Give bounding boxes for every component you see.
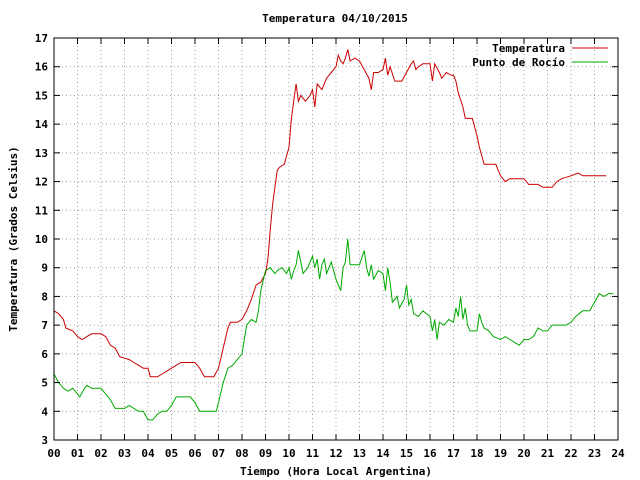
y-tick-label: 8 [41,290,48,303]
x-tick-label: 10 [282,447,295,460]
y-tick-label: 4 [41,405,48,418]
x-tick-label: 15 [400,447,413,460]
x-tick-label: 16 [423,447,437,460]
x-tick-label: 00 [47,447,60,460]
y-tick-label: 6 [41,348,48,361]
y-tick-label: 7 [41,319,48,332]
y-tick-label: 13 [35,147,48,160]
legend: Temperatura Punto de Rocío [472,42,608,69]
x-tick-label: 22 [564,447,577,460]
grid-lines [54,38,618,440]
x-tick-label: 19 [494,447,507,460]
y-tick-label: 11 [35,204,49,217]
y-tick-label: 15 [35,89,48,102]
x-tick-label: 11 [306,447,320,460]
legend-label-temperatura: Temperatura [492,42,565,55]
x-tick-label: 14 [376,447,390,460]
x-tick-label: 23 [588,447,601,460]
y-axis-ticks: 3 4 5 6 7 8 9 10 11 12 13 14 15 16 17 [35,32,618,447]
x-tick-label: 04 [141,447,155,460]
series-line-punto-de-rocio [53,238,614,421]
y-tick-label: 5 [41,377,48,390]
x-tick-label: 03 [118,447,131,460]
x-tick-label: 07 [212,447,225,460]
chart-title: Temperatura 04/10/2015 [262,12,408,25]
legend-label-punto-de-rocio: Punto de Rocío [472,56,565,69]
y-tick-label: 9 [41,262,48,275]
series-layer [53,49,614,421]
x-tick-label: 13 [353,447,366,460]
x-tick-label: 08 [235,447,248,460]
y-tick-label: 16 [35,61,49,74]
x-tick-label: 12 [329,447,342,460]
y-tick-label: 17 [35,32,48,45]
y-tick-label: 10 [35,233,48,246]
x-tick-label: 17 [447,447,460,460]
y-tick-label: 12 [35,176,48,189]
x-tick-label: 21 [541,447,555,460]
y-tick-label: 3 [41,434,48,447]
series-line-temperatura [53,49,607,378]
x-axis-ticks: 00 01 02 03 04 05 06 07 08 09 10 11 12 13 14 15 16 17 18 19… [47,38,625,460]
x-axis-title: Tiempo (Hora Local Argentina) [240,465,432,478]
x-tick-label: 06 [188,447,202,460]
x-tick-label: 01 [71,447,85,460]
y-axis-title: Temperatura (Grados Celsius) [7,146,20,331]
x-tick-label: 05 [165,447,178,460]
x-tick-label: 24 [611,447,625,460]
x-tick-label: 18 [470,447,483,460]
y-tick-label: 14 [35,118,49,131]
x-tick-label: 09 [259,447,272,460]
x-tick-label: 02 [94,447,107,460]
x-tick-label: 20 [517,447,530,460]
